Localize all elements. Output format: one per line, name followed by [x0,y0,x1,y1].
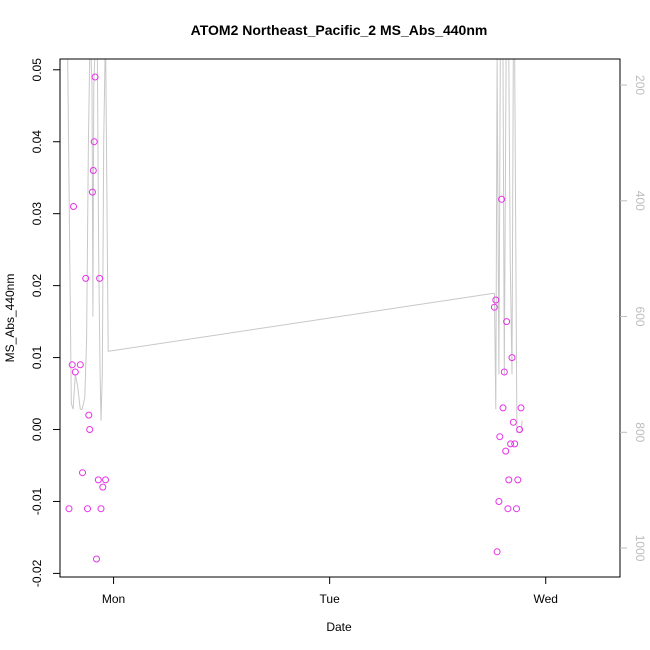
data-point [490,303,498,311]
data-point [511,440,519,448]
y-tick-label: 0.03 [30,202,44,226]
y-axis-right: 200 400 600 800 1000 [620,75,647,562]
x-tick-label: Wed [533,592,557,606]
data-point [102,476,109,484]
y-tick-label: -0.02 [30,559,44,587]
y-axis-label: MS_Abs_440nm [3,274,17,363]
data-point [71,368,79,376]
y-tick-label: 0.05 [30,58,44,82]
data-point [517,404,525,412]
data-point [498,195,506,203]
y-tick-label: 0.00 [30,418,44,442]
data-point [93,555,100,563]
data-point [509,418,517,426]
data-point [502,447,510,455]
points-layer [65,73,525,563]
x-tick-label: Mon [102,592,125,606]
data-point [89,167,97,174]
data-point [513,505,520,513]
plot-frame [59,58,621,578]
data-point [492,296,500,304]
data-point [90,138,98,146]
data-point [84,505,91,513]
data-point [99,483,107,491]
data-point [82,274,90,282]
data-point [503,318,511,326]
y-tick-label: 0.04 [30,130,44,154]
y2-tick-label: 200 [633,75,647,95]
chart-title: ATOM2 Northeast_Pacific_2 MS_Abs_440nm [191,22,488,38]
data-point [495,498,503,505]
depth-series-line [67,59,523,433]
data-point [96,274,104,282]
y2-tick-label: 600 [633,307,647,327]
data-point [70,203,77,210]
data-point [500,368,508,376]
data-point [76,361,84,369]
y2-tick-label: 1000 [633,535,647,562]
data-point [493,548,501,556]
data-point [79,469,86,477]
data-point [504,505,512,513]
data-point [68,361,76,369]
data-point [88,188,96,196]
data-point [94,476,102,484]
data-point [514,476,522,484]
data-point [508,354,516,362]
data-point [91,73,99,81]
data-point [505,476,513,484]
data-point [499,404,507,412]
data-point [97,505,105,513]
y-axis-left: -0.02 -0.01 0.00 0.01 0.02 0.03 0.04 0.05 [30,58,60,587]
data-point [516,426,524,433]
y2-tick-label: 400 [633,191,647,211]
data-point [85,411,93,419]
x-axis: Mon Tue Wed [102,577,558,606]
x-tick-label: Tue [320,592,341,606]
data-point [65,505,73,513]
y-tick-label: 0.02 [30,274,44,298]
data-point [86,426,94,433]
data-point [507,440,515,448]
x-axis-label: Date [326,620,352,634]
y-tick-label: 0.01 [30,346,44,370]
data-point [496,433,504,441]
y2-tick-label: 800 [633,422,647,442]
y-tick-label: -0.01 [30,487,44,515]
depth-line-layer [67,59,523,433]
